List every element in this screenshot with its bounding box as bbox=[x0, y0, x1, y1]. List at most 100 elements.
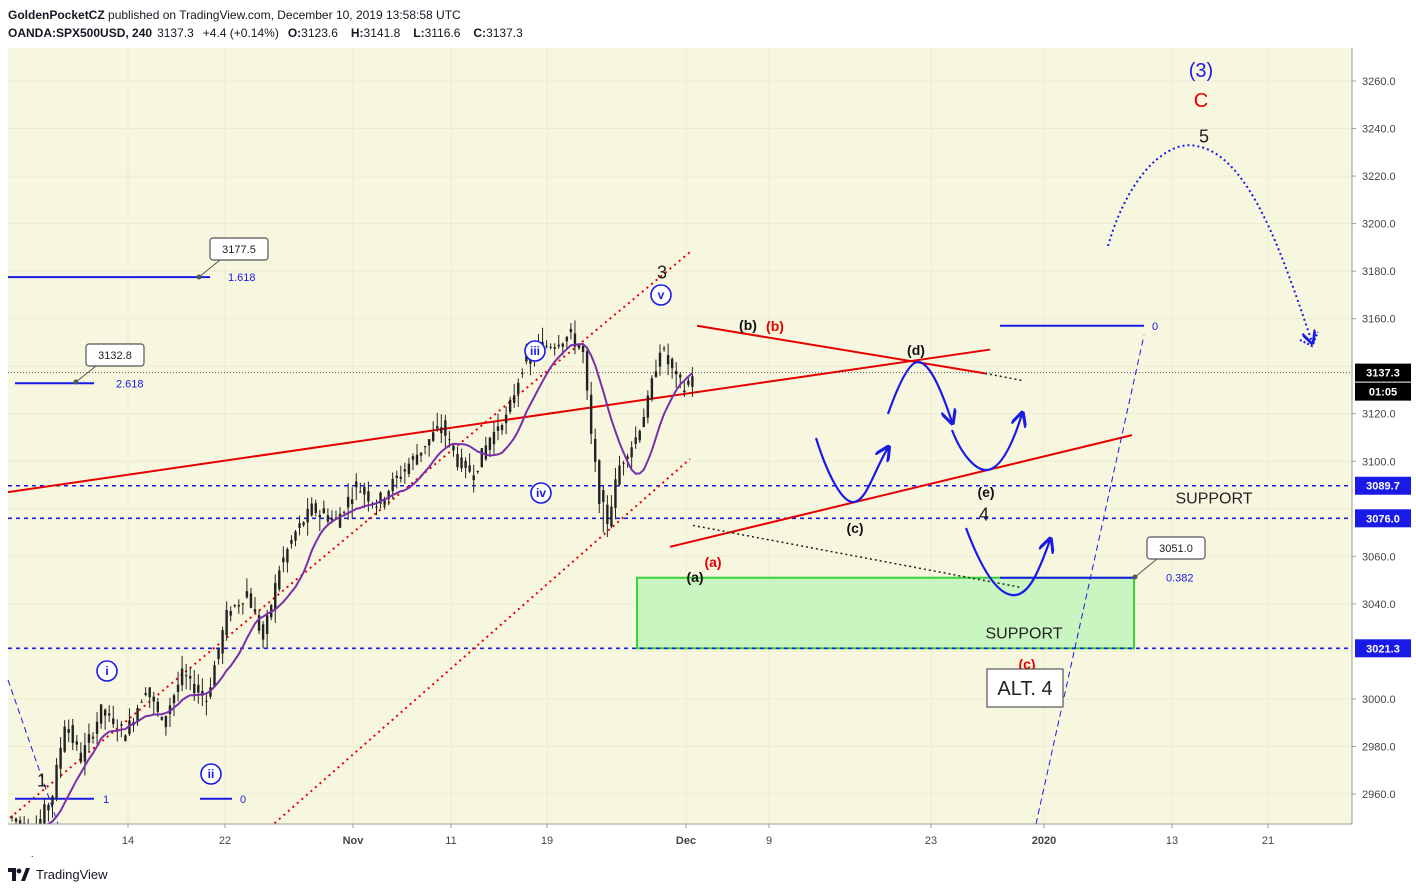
tradingview-logo-icon[interactable] bbox=[8, 867, 30, 881]
candle-body bbox=[464, 460, 467, 468]
alt-wave-box bbox=[986, 668, 1064, 708]
triangle-lower-ext bbox=[692, 524, 1021, 588]
fib-level-label: 0 bbox=[1152, 321, 1158, 333]
overlays-back: SUPPORT SUPPORT 1.618 2.618 0.382 0 1 0 bbox=[7, 251, 1352, 829]
candle-body bbox=[436, 426, 439, 429]
candle-body bbox=[610, 506, 613, 527]
candle-body bbox=[103, 709, 107, 716]
price-tick-label: 3060.0 bbox=[1362, 551, 1396, 563]
candle-body bbox=[484, 445, 488, 460]
price-tick-label: 3040.0 bbox=[1362, 599, 1396, 611]
candle-body bbox=[306, 508, 309, 523]
footer-brand[interactable]: TradingView bbox=[36, 866, 108, 882]
wave-label-circle bbox=[96, 660, 118, 682]
candle-body bbox=[322, 508, 326, 514]
candle-body bbox=[140, 701, 143, 703]
candle-body bbox=[415, 454, 419, 465]
wave-label: (d) bbox=[907, 342, 925, 358]
candle-body bbox=[180, 668, 184, 686]
candle-body bbox=[650, 378, 654, 400]
wave-label: iii bbox=[530, 344, 540, 358]
price-tick-label: 2960.0 bbox=[1362, 789, 1396, 801]
symbol-label[interactable]: OANDA:SPX500USD, 240 bbox=[8, 26, 153, 40]
fib-diagonal bbox=[1035, 335, 1145, 825]
projected-wave5-tip bbox=[1299, 331, 1319, 348]
callout-label: 3177.5 bbox=[222, 244, 256, 256]
candle-body bbox=[602, 490, 605, 502]
candle-body bbox=[274, 582, 277, 610]
wave-label: 4 bbox=[979, 504, 989, 524]
candle-body bbox=[504, 414, 508, 424]
candle-body bbox=[51, 796, 54, 805]
candle-body bbox=[525, 354, 528, 362]
high-value: 3141.8 bbox=[363, 26, 401, 40]
candle-body bbox=[614, 479, 617, 508]
price-tick-label: 3160.0 bbox=[1362, 314, 1396, 326]
price-tag-label: 3021.3 bbox=[1366, 643, 1400, 655]
candle-body bbox=[444, 420, 447, 436]
alt-wave-label: ALT. 4 bbox=[997, 678, 1052, 700]
candle-body bbox=[160, 717, 164, 720]
price-tick-label: 3180.0 bbox=[1362, 266, 1396, 278]
candle-body bbox=[407, 463, 411, 474]
candle-body bbox=[375, 506, 378, 508]
wave-label: 5 bbox=[1199, 126, 1209, 146]
candle-body bbox=[265, 615, 269, 634]
candle-body bbox=[561, 343, 564, 347]
candle-body bbox=[294, 531, 297, 541]
fib-level-label: 0 bbox=[240, 794, 246, 806]
candle-body bbox=[310, 503, 313, 516]
fib-level-label: 2.618 bbox=[116, 378, 144, 390]
price-axis[interactable]: 2960.0 2980.0 3000.0 3040.0 3060.0 3100.0 3120… bbox=[1352, 76, 1411, 801]
candle-body bbox=[399, 476, 402, 479]
candle-body bbox=[233, 605, 236, 607]
price-tag-label: 3089.7 bbox=[1366, 481, 1400, 493]
candle-body bbox=[99, 704, 103, 724]
candle-body bbox=[290, 539, 293, 544]
candle-body bbox=[581, 346, 585, 353]
time-tick-label: 19 bbox=[541, 835, 553, 847]
candle-body bbox=[367, 491, 370, 502]
candle-body bbox=[634, 437, 637, 444]
candle-body bbox=[675, 371, 678, 375]
grid bbox=[8, 48, 1352, 824]
candle-body bbox=[59, 747, 62, 769]
time-tick-label: 23 bbox=[925, 835, 937, 847]
time-axis-bg bbox=[8, 824, 1352, 856]
wave-label: (e) bbox=[977, 484, 994, 500]
candle-body bbox=[330, 518, 334, 521]
price-tag-label: 3137.3 bbox=[1366, 368, 1400, 380]
candle-body bbox=[128, 720, 131, 735]
candle-body bbox=[662, 348, 666, 350]
candle-body bbox=[565, 336, 569, 342]
candle-body bbox=[286, 549, 289, 563]
candle-body bbox=[136, 708, 139, 722]
footer: TradingView bbox=[8, 862, 108, 886]
support-label: SUPPORT bbox=[1175, 491, 1252, 508]
candle-body bbox=[83, 745, 87, 762]
candle-body bbox=[573, 333, 577, 347]
candle-body bbox=[618, 465, 621, 485]
countdown-tag bbox=[1355, 382, 1411, 401]
candle-body bbox=[351, 499, 354, 505]
publisher-name[interactable]: GoldenPocketCZ bbox=[8, 8, 105, 22]
callout-anchor bbox=[1132, 574, 1138, 580]
candle-body bbox=[318, 514, 321, 518]
candle-body bbox=[626, 456, 629, 459]
candle-body bbox=[193, 683, 196, 694]
price-tick-label: 3240.0 bbox=[1362, 124, 1396, 136]
callout-anchor bbox=[73, 379, 79, 385]
candle-body bbox=[63, 726, 66, 752]
time-axis[interactable]: 14 22 Nov 11 19 Dec 9 23 2020 13 21 bbox=[122, 824, 1274, 847]
candle-body bbox=[148, 687, 151, 698]
candle-body bbox=[395, 475, 398, 478]
candle-body bbox=[423, 446, 427, 448]
candle-body bbox=[245, 591, 249, 598]
close-label: C: bbox=[473, 26, 487, 40]
candle-body bbox=[391, 478, 394, 492]
wave-label: (b) bbox=[739, 317, 757, 333]
candle-body bbox=[589, 394, 593, 434]
candle-body bbox=[14, 818, 18, 822]
candle-body bbox=[513, 395, 516, 403]
